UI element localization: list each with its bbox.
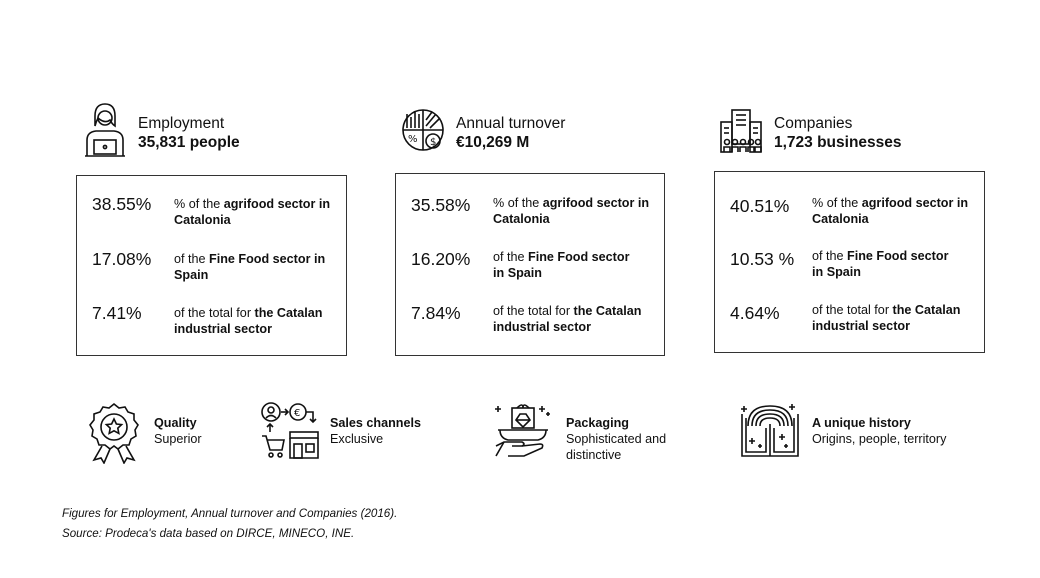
footnote-source: Source: Prodeca's data based on DIRCE, M… (62, 527, 355, 540)
svg-text:€: € (294, 408, 300, 419)
stat-description: of the Fine Food sector in Spain (812, 249, 949, 279)
svg-text:$: $ (430, 137, 436, 148)
feature-quality: Quality Superior (82, 400, 202, 464)
feature-title: Sales channels (330, 416, 422, 430)
stat-percent: 4.64% (730, 303, 780, 323)
pie-chart-money-icon: % $ (402, 109, 444, 151)
stat-percent: 7.84% (411, 303, 461, 323)
gift-hand-icon (495, 404, 550, 457)
feature-subtitle: Superior (154, 432, 202, 446)
stat-description: of the Fine Food sector in Spain (174, 252, 326, 282)
footnote-figures: Figures for Employment, Annual turnover … (62, 507, 398, 520)
stat-percent: 17.08% (92, 249, 152, 269)
stat-description: % of the agrifood sector in Catalonia (493, 196, 650, 226)
employment-stats-box: 38.55% % of the agrifood sector in Catalo… (76, 175, 347, 356)
feature-title: A unique history (812, 416, 911, 430)
office-building-icon (720, 109, 762, 153)
feature-title: Packaging (566, 416, 629, 430)
stat-percent: 7.41% (92, 303, 142, 323)
turnover-stats-box: 35.58% % of the agrifood sector in Catalo… (395, 173, 665, 356)
stat-description: of the total for the Catalan industrial s… (174, 306, 323, 336)
stat-description: of the total for the Catalan industrial s… (493, 304, 642, 334)
stat-description: % of the agrifood sector in Catalonia (174, 197, 331, 227)
employment-value: 35,831 people (138, 134, 240, 151)
stat-description: of the total for the Catalan industrial s… (812, 303, 961, 333)
feature-subtitle: Origins, people, territory (812, 432, 947, 446)
companies-header: Companies 1,723 businesses (718, 100, 902, 158)
turnover-header: % $ Annual turnover €10,269 M (400, 100, 565, 158)
turnover-label: Annual turnover (456, 115, 566, 132)
stat-percent: 35.58% (411, 195, 471, 215)
feature-packaging: Packaging Sophisticated and distinctive (494, 400, 676, 464)
feature-history: A unique history Origins, people, territ… (740, 400, 946, 464)
person-laptop-icon (85, 103, 125, 157)
turnover-value: €10,269 M (456, 134, 530, 151)
open-book-icon (741, 404, 799, 457)
employment-label: Employment (138, 115, 225, 132)
stat-percent: 38.55% (92, 194, 152, 214)
employment-header: Employment 35,831 people (82, 100, 240, 158)
stat-description: % of the agrifood sector in Catalonia (812, 196, 969, 226)
stat-percent: 10.53 % (730, 249, 795, 269)
feature-subtitle: Exclusive (330, 432, 384, 446)
companies-value: 1,723 businesses (774, 134, 902, 151)
stat-description: of the Fine Food sector in Spain (493, 250, 630, 280)
companies-stats-box: 40.51% % of the agrifood sector in Catalo… (714, 171, 985, 353)
feature-sales-channels: € Sales channels Exclusive (258, 400, 421, 464)
stat-percent: 40.51% (730, 196, 790, 216)
feature-title: Quality (154, 416, 197, 430)
stat-percent: 16.20% (411, 249, 471, 269)
award-badge-icon (89, 402, 139, 464)
companies-label: Companies (774, 115, 853, 132)
feature-subtitle: Sophisticated and distinctive (566, 432, 667, 462)
sales-channels-icon: € (261, 402, 319, 459)
svg-text:%: % (408, 134, 418, 145)
